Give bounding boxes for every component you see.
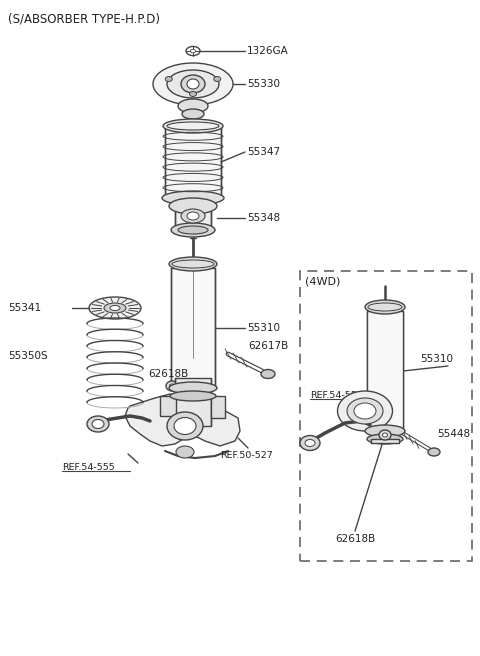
Text: 55341: 55341 <box>8 303 41 313</box>
Ellipse shape <box>104 303 126 313</box>
Text: 55310: 55310 <box>420 354 453 364</box>
Ellipse shape <box>305 440 315 447</box>
Ellipse shape <box>181 75 205 93</box>
Bar <box>160 396 176 416</box>
Ellipse shape <box>300 436 320 451</box>
Bar <box>175 206 211 230</box>
Ellipse shape <box>110 306 120 310</box>
Ellipse shape <box>167 412 203 440</box>
Text: 55350S: 55350S <box>8 351 48 361</box>
Text: 55310: 55310 <box>247 323 280 333</box>
Ellipse shape <box>354 403 376 419</box>
Ellipse shape <box>92 419 104 428</box>
Text: 55330: 55330 <box>247 79 280 89</box>
Ellipse shape <box>169 382 217 394</box>
Ellipse shape <box>186 47 200 56</box>
Text: 55347: 55347 <box>247 147 280 157</box>
Ellipse shape <box>379 430 391 440</box>
Bar <box>165 126 221 198</box>
Text: 1326GA: 1326GA <box>247 46 289 56</box>
Bar <box>175 378 211 426</box>
Ellipse shape <box>383 433 387 437</box>
Text: 55448: 55448 <box>437 429 470 439</box>
Ellipse shape <box>365 300 405 314</box>
Polygon shape <box>125 394 240 446</box>
Ellipse shape <box>365 425 405 437</box>
Ellipse shape <box>169 198 217 214</box>
Ellipse shape <box>178 99 208 113</box>
Ellipse shape <box>174 417 196 434</box>
Ellipse shape <box>187 79 199 89</box>
Text: (S/ABSORBER TYPE-H.P.D): (S/ABSORBER TYPE-H.P.D) <box>8 12 160 25</box>
Text: 55348: 55348 <box>247 213 280 223</box>
Bar <box>211 396 225 418</box>
Ellipse shape <box>163 119 223 133</box>
Ellipse shape <box>167 70 219 98</box>
Ellipse shape <box>182 109 204 119</box>
Ellipse shape <box>187 212 199 220</box>
Text: 62618B: 62618B <box>148 369 188 379</box>
Text: 62618B: 62618B <box>335 534 375 544</box>
Ellipse shape <box>89 297 141 319</box>
Ellipse shape <box>347 398 383 424</box>
Bar <box>300 271 472 561</box>
Text: 62617B: 62617B <box>248 341 288 351</box>
Ellipse shape <box>165 77 172 81</box>
Ellipse shape <box>176 446 194 458</box>
Ellipse shape <box>214 77 221 81</box>
Ellipse shape <box>261 369 275 379</box>
Ellipse shape <box>368 303 402 311</box>
Ellipse shape <box>170 391 216 401</box>
Ellipse shape <box>169 384 175 388</box>
Ellipse shape <box>191 49 195 52</box>
Ellipse shape <box>87 416 109 432</box>
Ellipse shape <box>167 122 219 130</box>
Ellipse shape <box>178 226 208 234</box>
Ellipse shape <box>337 391 393 431</box>
Ellipse shape <box>171 223 215 237</box>
Ellipse shape <box>367 434 403 444</box>
Ellipse shape <box>153 63 233 105</box>
Ellipse shape <box>172 260 214 268</box>
Ellipse shape <box>169 257 217 271</box>
Bar <box>171 268 215 388</box>
Text: (4WD): (4WD) <box>305 276 340 286</box>
Text: REF.54-555: REF.54-555 <box>62 464 115 472</box>
Ellipse shape <box>166 381 178 391</box>
Ellipse shape <box>181 209 205 223</box>
Ellipse shape <box>428 448 440 456</box>
Ellipse shape <box>162 191 224 205</box>
Text: REF.54-555: REF.54-555 <box>310 392 363 401</box>
Bar <box>371 439 399 443</box>
Ellipse shape <box>190 91 196 96</box>
Bar <box>367 311 403 431</box>
Text: REF.50-527: REF.50-527 <box>220 451 273 461</box>
